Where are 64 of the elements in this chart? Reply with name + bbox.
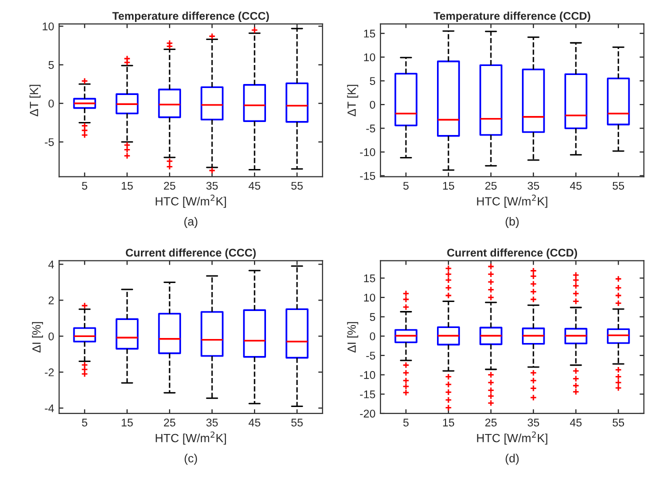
y-tick-label: 15 xyxy=(364,274,376,282)
x-axis-title: HTC [W/m$^{2}$K] xyxy=(156,194,226,208)
y-tick-label: 0 xyxy=(48,332,54,340)
x-axis-title: HTC [W/m$^{2}$K] xyxy=(477,194,548,208)
x-tick-label: 25 xyxy=(164,418,176,426)
y-tick-label: 10 xyxy=(364,53,376,62)
y-tick-label: 0 xyxy=(370,100,376,109)
x-tick-label: 55 xyxy=(612,418,624,426)
x-tick-label: 45 xyxy=(570,418,582,426)
y-tick-label: 0 xyxy=(370,332,376,340)
y-axis-title: ΔI [%] xyxy=(347,322,358,352)
chart-title: Current difference (CCD) xyxy=(447,248,578,259)
text: (b) xyxy=(506,216,519,228)
x-axis-title: HTC [W/m$^{2}$K] xyxy=(477,431,548,445)
y-tick-label: 4 xyxy=(48,260,54,268)
x-axis-title: HTC [W/m$^{2}$K] xyxy=(156,431,226,445)
chart-title: Temperature difference (CCC) xyxy=(112,12,269,22)
text: (a) xyxy=(184,216,198,228)
chart-title: Temperature difference (CCD) xyxy=(434,12,590,22)
x-tick-label: 5 xyxy=(82,182,88,190)
y-tick-label: 5 xyxy=(370,313,376,321)
y-tick-label: -2 xyxy=(44,368,54,376)
y-tick-label: 5 xyxy=(48,61,54,69)
x-tick-label: 45 xyxy=(248,182,260,190)
y-tick-label: -10 xyxy=(360,148,376,156)
y-tick-label: -15 xyxy=(360,390,376,398)
y-tick-label: -5 xyxy=(366,124,376,132)
x-tick-label: 25 xyxy=(164,182,176,190)
x-tick-label: 15 xyxy=(122,418,133,426)
y-tick-label: 15 xyxy=(364,30,376,38)
y-tick-label: -4 xyxy=(44,404,54,412)
text: (c) xyxy=(184,454,197,465)
y-tick-label: -5 xyxy=(366,352,376,360)
y-tick-label: -15 xyxy=(360,172,376,180)
x-tick-label: 55 xyxy=(612,182,624,190)
x-tick-label: 15 xyxy=(443,182,454,190)
y-axis-title: ΔT [K] xyxy=(347,84,358,116)
x-tick-label: 15 xyxy=(122,182,133,190)
x-tick-label: 45 xyxy=(570,182,582,190)
x-tick-label: 5 xyxy=(82,418,88,426)
x-tick-label: 5 xyxy=(403,418,409,426)
x-tick-label: 35 xyxy=(528,418,540,426)
text: (d) xyxy=(506,454,519,465)
x-tick-label: 35 xyxy=(206,182,218,190)
y-tick-label: -5 xyxy=(44,138,54,146)
y-axis-title: ΔT [K] xyxy=(30,84,41,116)
x-tick-label: 35 xyxy=(528,182,540,190)
x-tick-label: 25 xyxy=(485,182,497,190)
y-tick-label: -10 xyxy=(360,371,376,379)
chart-title: Current difference (CCC) xyxy=(126,248,256,259)
y-tick-label: -20 xyxy=(360,410,376,418)
y-tick-label: 0 xyxy=(48,100,54,108)
x-tick-label: 55 xyxy=(291,418,303,426)
x-tick-label: 35 xyxy=(206,418,218,426)
x-tick-label: 45 xyxy=(248,418,260,426)
x-tick-label: 25 xyxy=(485,418,497,426)
x-tick-label: 55 xyxy=(291,182,303,190)
x-tick-label: 5 xyxy=(403,182,409,190)
y-tick-label: 10 xyxy=(42,22,54,30)
x-tick-label: 15 xyxy=(443,418,454,426)
y-axis-title: ΔI [%] xyxy=(32,322,43,352)
y-tick-label: 2 xyxy=(48,296,54,304)
y-tick-label: 5 xyxy=(370,77,376,85)
y-tick-label: 10 xyxy=(364,294,376,302)
